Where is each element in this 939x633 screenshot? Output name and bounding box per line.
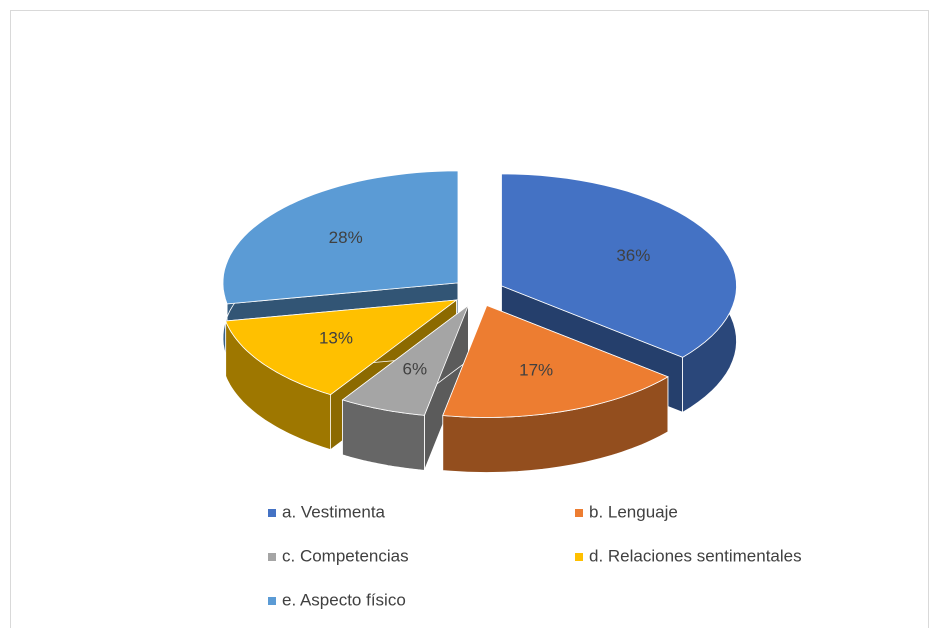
legend-label: e. Aspecto físico [282, 590, 406, 609]
legend-swatch [575, 509, 583, 517]
legend-label: d. Relaciones sentimentales [589, 546, 802, 565]
data-label: 6% [403, 359, 428, 378]
slice [341, 304, 470, 471]
data-label: 13% [319, 329, 353, 348]
slice-top [341, 304, 470, 416]
slice-top [442, 304, 669, 418]
legend-swatch [268, 553, 276, 561]
slice [442, 304, 669, 473]
legend-swatch [268, 597, 276, 605]
slice-top [225, 299, 458, 396]
legend-swatch [268, 509, 276, 517]
chart-frame [10, 10, 929, 633]
slice-top [222, 170, 459, 305]
data-label: 36% [616, 246, 650, 265]
legend-swatch [575, 553, 583, 561]
legend-label: c. Competencias [282, 546, 409, 565]
data-label: 17% [519, 360, 553, 379]
data-label: 28% [329, 228, 363, 247]
slice-top [501, 173, 737, 358]
legend-label: b. Lenguaje [589, 502, 678, 521]
legend-label: a. Vestimenta [282, 502, 386, 521]
